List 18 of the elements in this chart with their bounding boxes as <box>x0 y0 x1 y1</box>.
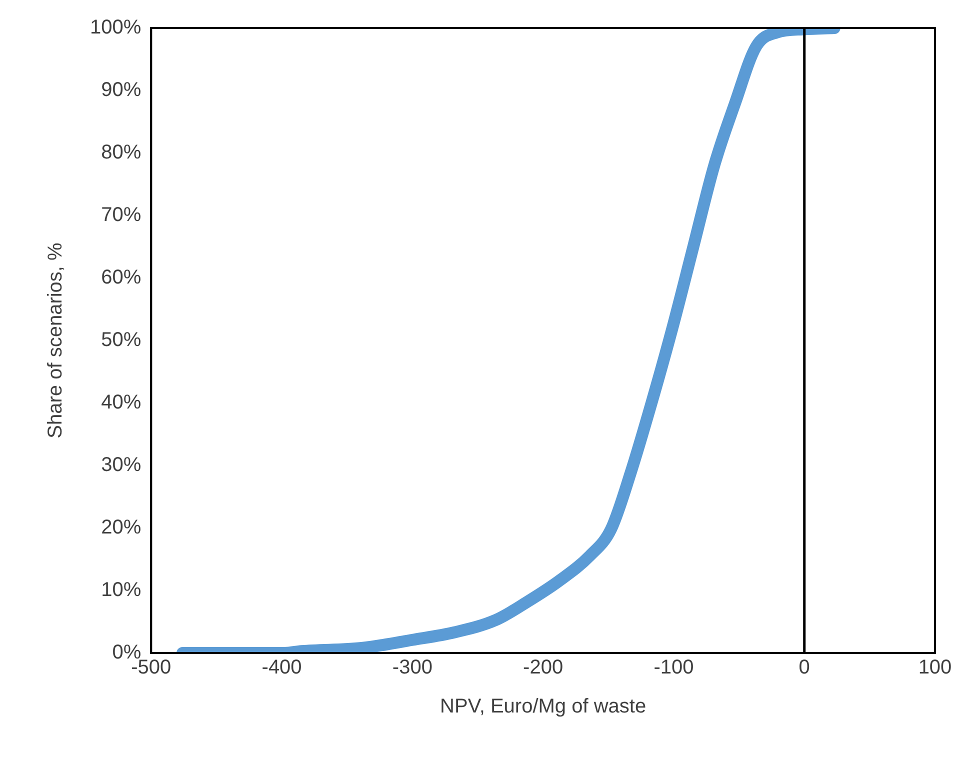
x-tick-label: 100 <box>918 656 952 679</box>
y-tick-label: 60% <box>101 266 142 289</box>
x-tick-label: -100 <box>654 656 694 679</box>
y-tick-label: 90% <box>101 79 142 102</box>
y-tick-label: 70% <box>101 204 142 226</box>
y-tick-label: 80% <box>101 142 142 164</box>
y-tick-label: 30% <box>101 454 142 476</box>
y-tick-label: 10% <box>101 579 142 602</box>
y-tick-label: 50% <box>101 329 142 352</box>
x-tick-label: -400 <box>262 656 302 679</box>
x-tick-label: 0 <box>798 656 810 679</box>
x-tick-label: -200 <box>523 656 564 679</box>
y-tick-label: 40% <box>101 392 142 414</box>
y-axis-title: Share of scenarios, % <box>44 242 67 438</box>
y-tick-label: 100% <box>90 16 142 39</box>
x-tick-label: -300 <box>392 656 432 679</box>
x-axis-title: NPV, Euro/Mg of waste <box>440 696 646 718</box>
y-tick-label: 20% <box>101 516 142 539</box>
